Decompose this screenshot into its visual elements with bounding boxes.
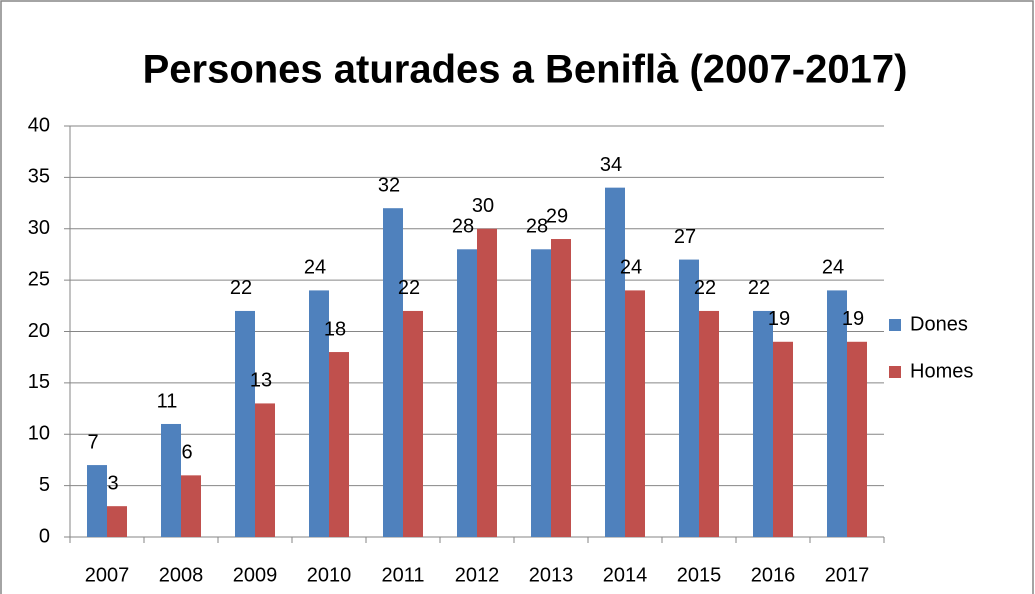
bar xyxy=(699,310,719,537)
chart-title: Persones aturades a Beniflà (2007-2017) xyxy=(143,48,908,92)
data-label: 24 xyxy=(620,257,642,279)
x-tick-label: 2009 xyxy=(233,564,278,586)
bar xyxy=(477,228,497,537)
bar xyxy=(329,352,349,537)
x-tick-label: 2011 xyxy=(381,564,424,586)
data-label: 22 xyxy=(748,277,770,299)
y-tick-label: 30 xyxy=(28,217,50,239)
y-tick-label: 40 xyxy=(28,114,50,136)
legend-swatch xyxy=(889,319,901,331)
bar xyxy=(403,310,423,537)
data-label: 28 xyxy=(452,216,474,238)
data-label: 18 xyxy=(324,318,346,340)
bar xyxy=(625,290,645,537)
x-tick-label: 2008 xyxy=(159,564,204,586)
data-label: 24 xyxy=(304,257,326,279)
y-tick-label: 0 xyxy=(39,525,50,547)
bar xyxy=(107,506,127,537)
bar xyxy=(753,310,773,537)
bar xyxy=(773,341,793,537)
data-label: 28 xyxy=(526,216,548,238)
bar xyxy=(309,290,329,537)
y-tick-label: 5 xyxy=(39,474,50,496)
bar xyxy=(679,259,699,537)
data-label: 6 xyxy=(181,442,192,464)
x-tick-label: 2010 xyxy=(307,564,352,586)
legend-swatch xyxy=(889,366,901,378)
bar xyxy=(531,249,551,538)
x-tick-label: 2017 xyxy=(825,564,870,586)
y-tick-label: 20 xyxy=(28,320,50,342)
bar xyxy=(161,423,181,537)
data-label: 19 xyxy=(768,308,790,330)
legend-label: Homes xyxy=(910,360,973,382)
data-label: 13 xyxy=(250,370,272,392)
bar xyxy=(551,239,571,537)
data-label: 19 xyxy=(842,308,864,330)
data-label: 29 xyxy=(546,205,568,227)
data-label: 22 xyxy=(694,277,716,299)
bar xyxy=(605,187,625,537)
y-tick-label: 25 xyxy=(28,268,50,290)
y-tick-label: 35 xyxy=(28,166,50,188)
bar xyxy=(383,208,403,537)
bar xyxy=(457,249,477,538)
x-tick-label: 2016 xyxy=(751,564,796,586)
x-tick-label: 2013 xyxy=(529,564,574,586)
x-tick-label: 2015 xyxy=(677,564,722,586)
data-label: 24 xyxy=(822,257,844,279)
bar xyxy=(255,403,275,537)
y-tick-label: 10 xyxy=(28,423,50,445)
legend-label: Dones xyxy=(910,313,968,335)
data-label: 32 xyxy=(378,174,400,196)
data-label: 34 xyxy=(600,154,622,176)
x-tick-label: 2007 xyxy=(85,564,130,586)
data-label: 22 xyxy=(398,277,420,299)
data-label: 30 xyxy=(472,195,494,217)
y-tick-label: 15 xyxy=(28,371,50,393)
data-label: 27 xyxy=(674,226,696,248)
data-label: 22 xyxy=(230,277,252,299)
data-label: 11 xyxy=(157,390,178,412)
bar xyxy=(847,341,867,537)
bar xyxy=(87,465,107,537)
x-tick-label: 2014 xyxy=(603,564,648,586)
bar xyxy=(827,290,847,537)
bar xyxy=(235,310,255,537)
x-tick-label: 2012 xyxy=(455,564,500,586)
data-label: 7 xyxy=(87,431,98,453)
bar xyxy=(181,475,201,537)
data-label: 3 xyxy=(107,472,118,494)
